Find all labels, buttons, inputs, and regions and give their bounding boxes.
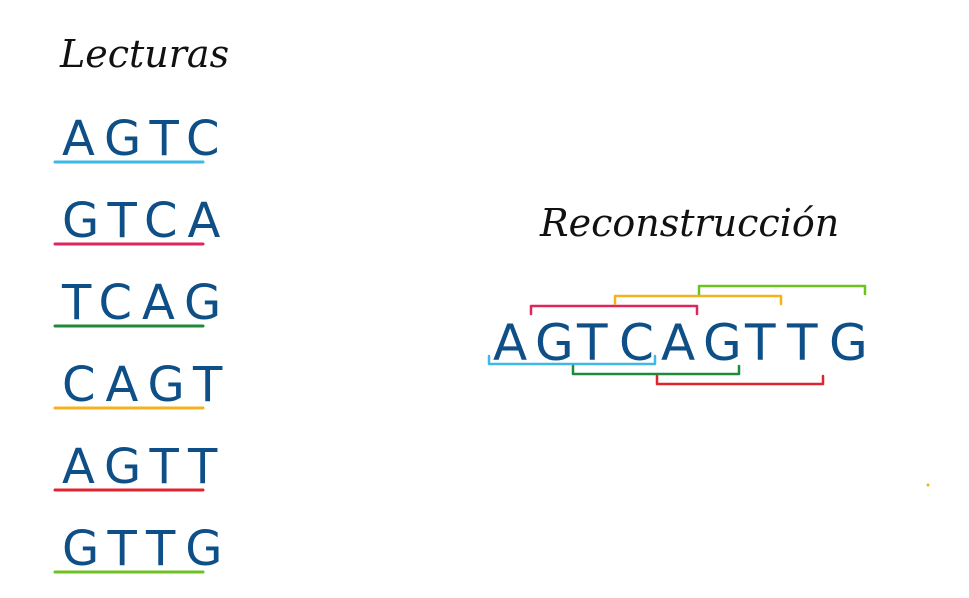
read-sequence: TCAG (61, 275, 231, 331)
reconstruction-letter: T (744, 314, 776, 372)
read-sequence: GTTG (62, 521, 232, 577)
read-item: GTTG (53, 521, 232, 577)
read-item: CAGT (53, 357, 232, 413)
reconstruction-letter: A (493, 314, 527, 372)
reconstruction-letter: T (576, 314, 608, 372)
read-item: AGTT (53, 439, 227, 495)
read-item: TCAG (53, 275, 231, 331)
overlap-bracket (487, 354, 657, 366)
read-sequence: AGTT (62, 439, 227, 495)
reconstruction-letter: G (535, 314, 574, 372)
reconstruction-letter: G (703, 314, 742, 372)
reconstruction-letter: A (661, 314, 695, 372)
overlap-bracket (697, 284, 867, 296)
read-sequence: CAGT (62, 357, 232, 413)
read-item: GTCA (53, 193, 230, 249)
reconstruction-letter: T (786, 314, 818, 372)
read-sequence: GTCA (62, 193, 230, 249)
overlap-brackets (487, 284, 867, 386)
stray-dot (926, 483, 930, 487)
overlap-bracket (613, 294, 783, 306)
read-sequence: AGTC (62, 111, 230, 167)
reconstruction-title: Reconstrucción (539, 201, 839, 245)
overlap-bracket (529, 304, 699, 316)
reads-list: AGTC GTCA TCAG CAGT AGTT GTTG (53, 111, 232, 577)
overlap-bracket (571, 364, 741, 376)
read-item: AGTC (53, 111, 230, 167)
overlap-bracket (655, 374, 825, 386)
reconstruction-letter: C (619, 314, 654, 372)
reads-title: Lecturas (59, 32, 229, 76)
reconstruction-letter: G (829, 314, 868, 372)
